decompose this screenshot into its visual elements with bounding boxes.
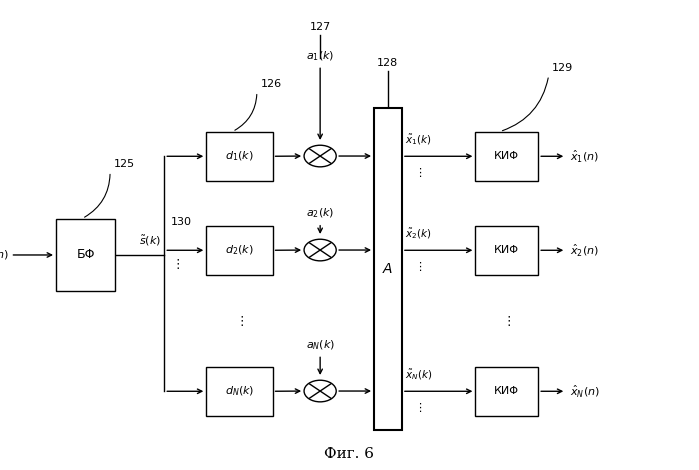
Bar [475,367,538,416]
Text: $\hat{x}_1(n)$: $\hat{x}_1(n)$ [570,148,599,164]
Text: 126: 126 [260,79,282,89]
Text: $\vdots$: $\vdots$ [414,166,422,179]
Circle shape [304,239,336,261]
Text: $\vdots$: $\vdots$ [414,259,422,273]
Bar [206,226,273,275]
Text: $d_N(k)$: $d_N(k)$ [224,384,254,398]
Bar [56,219,115,291]
Bar [475,132,538,181]
Text: КИΦ: КИΦ [494,151,519,161]
Text: $a_2(k)$: $a_2(k)$ [306,207,334,220]
Text: 125: 125 [113,159,135,169]
Text: $d_2(k)$: $d_2(k)$ [225,243,254,257]
Text: $a_N(k)$: $a_N(k)$ [305,338,335,352]
Bar [475,226,538,275]
Text: $\hat{x}_2(n)$: $\hat{x}_2(n)$ [570,242,599,258]
Text: $\vdots$: $\vdots$ [414,400,422,414]
Circle shape [304,380,336,402]
Text: $d_1(k)$: $d_1(k)$ [225,149,254,163]
Text: 129: 129 [552,63,573,73]
Text: $\vdots$: $\vdots$ [171,258,180,271]
Text: $\vdots$: $\vdots$ [235,314,244,328]
Text: КИΦ: КИΦ [494,245,519,255]
Bar [206,367,273,416]
Text: 127: 127 [310,23,331,32]
Circle shape [304,145,336,167]
Text: 130: 130 [171,217,192,227]
Text: $\vdots$: $\vdots$ [503,314,511,328]
Text: $\tilde{x}_N(k)$: $\tilde{x}_N(k)$ [405,367,433,382]
Text: БΦ: БΦ [76,249,95,261]
Text: $\tilde{x}_1(k)$: $\tilde{x}_1(k)$ [405,132,432,147]
Text: $s(n)$: $s(n)$ [0,249,8,261]
Text: $\hat{x}_N(n)$: $\hat{x}_N(n)$ [570,383,600,399]
Text: $\tilde{x}_2(k)$: $\tilde{x}_2(k)$ [405,226,432,241]
Bar [206,132,273,181]
Text: 128: 128 [377,58,398,68]
Text: $a_1(k)$: $a_1(k)$ [306,49,334,63]
Text: $\tilde{s}(k)$: $\tilde{s}(k)$ [139,234,161,248]
Text: КИΦ: КИΦ [494,386,519,396]
Text: A: A [383,262,393,276]
Text: Фиг. 6: Фиг. 6 [324,446,375,461]
Bar [374,108,402,430]
